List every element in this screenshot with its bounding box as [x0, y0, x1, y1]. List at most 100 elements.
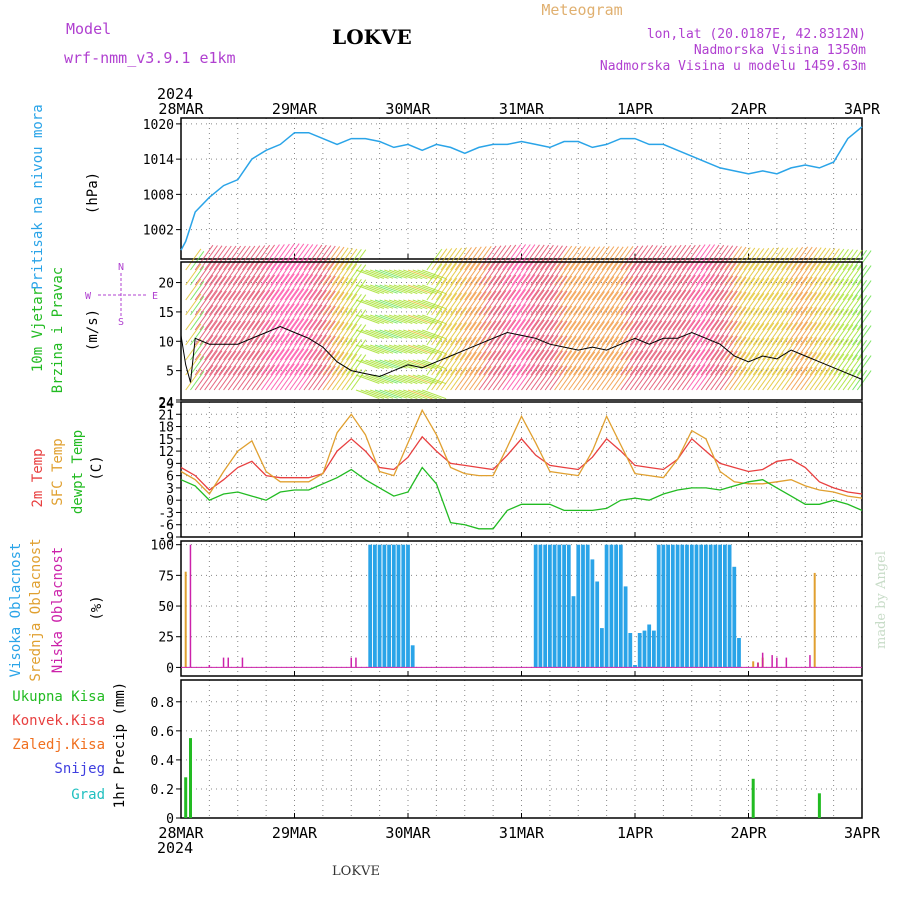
- temp-series-0: [180, 435, 863, 495]
- wind-barb: [483, 290, 502, 316]
- wind-barb: [265, 304, 285, 331]
- wind-barb: [379, 359, 403, 369]
- wind-barb: [554, 245, 573, 271]
- wind-barb: [369, 284, 394, 294]
- wind-barb: [852, 265, 868, 286]
- wind-barb: [398, 284, 423, 295]
- wind-barb: [502, 364, 522, 391]
- wind-barb: [379, 269, 403, 279]
- wind-barb: [355, 389, 380, 399]
- wind-barb: [403, 314, 428, 325]
- wind-barb: [634, 289, 654, 316]
- wind-barb: [781, 352, 799, 376]
- wind-barb: [469, 291, 487, 316]
- wind-barb: [610, 261, 629, 286]
- wind-barb: [710, 260, 729, 286]
- temp-ytick-label: 15: [158, 433, 174, 448]
- wind-barb: [346, 354, 362, 376]
- wind-barb: [837, 264, 854, 286]
- cloud-bar: [666, 544, 670, 668]
- wind-barb: [767, 292, 784, 316]
- cloud-bar: [406, 544, 410, 668]
- wind-barb: [213, 245, 232, 271]
- wind-series-label-2: Brzina i Pravac: [50, 267, 66, 393]
- wind-barb: [407, 269, 433, 280]
- pressure-unit-label: (hPa): [85, 172, 101, 214]
- wind-barb: [303, 364, 323, 391]
- wind-barb: [350, 294, 367, 316]
- wind-barb: [440, 337, 458, 361]
- wind-barb: [294, 289, 314, 316]
- watermark: made by Angel: [874, 551, 889, 649]
- wind-barb: [440, 262, 458, 286]
- wind-barb: [800, 262, 818, 286]
- wind-barb: [218, 365, 237, 391]
- wind-barb: [478, 245, 497, 271]
- top-time-axis: 28MAR 29MAR 30MAR 31MAR 1APR 2APR 3APR: [158, 100, 881, 118]
- wind-barb: [587, 261, 605, 286]
- wind-barb: [511, 259, 531, 286]
- wind-barb: [393, 314, 418, 325]
- wind-barb: [785, 366, 804, 391]
- wind-barb: [833, 264, 849, 286]
- wind-barb: [620, 260, 639, 286]
- wind-barb: [190, 296, 205, 316]
- wind-barb: [842, 279, 858, 301]
- wind-barb: [398, 344, 423, 355]
- wind-barb: [313, 305, 332, 331]
- time-label-top: 30MAR: [385, 100, 431, 118]
- wind-barb: [374, 389, 398, 399]
- wind-barb: [767, 277, 784, 301]
- wind-barb: [275, 303, 295, 331]
- wind-barb: [587, 351, 605, 376]
- wind-barb: [724, 246, 743, 271]
- wind-barb: [672, 334, 692, 361]
- precip-bar: [817, 793, 821, 818]
- wind-barb: [634, 319, 654, 346]
- wind-barb: [644, 260, 663, 286]
- cloud-bar: [538, 544, 543, 668]
- wind-barb: [199, 290, 218, 316]
- wind-barb: [208, 275, 227, 301]
- wind-barb: [185, 278, 202, 301]
- wind-barb: [662, 259, 682, 286]
- wind-barb: [658, 290, 677, 316]
- wind-barb: [852, 250, 868, 271]
- wind-barb: [795, 246, 813, 271]
- cloud-bar: [718, 544, 722, 668]
- wind-barb: [644, 245, 663, 271]
- wind-barb: [388, 359, 413, 369]
- wind-barb: [303, 289, 323, 316]
- wind-barb: [341, 368, 358, 391]
- wind-barb: [204, 320, 223, 346]
- wind-barb: [615, 276, 634, 301]
- wind-barb: [592, 276, 610, 301]
- wind-barb: [795, 351, 813, 376]
- cloud-bar: [732, 566, 737, 668]
- precip-ytick-label: 0.8: [151, 696, 174, 711]
- wind-barb: [256, 349, 276, 376]
- wind-barb: [582, 291, 601, 316]
- wind-barb: [856, 295, 872, 316]
- wind-barb: [317, 245, 336, 271]
- wind-barb: [275, 318, 295, 346]
- wind-barb: [331, 367, 349, 391]
- wind-barb: [369, 389, 394, 399]
- temp-ytick-label: 24: [158, 396, 174, 411]
- time-label-top: 2APR: [730, 100, 767, 118]
- wind-barb: [199, 320, 218, 346]
- wind-barb: [384, 344, 408, 354]
- wind-barb: [563, 276, 582, 301]
- wind-barb: [298, 244, 318, 271]
- wind-barb: [535, 289, 554, 316]
- wind-barb: [403, 329, 428, 340]
- wind-barb: [256, 244, 276, 271]
- wind-barb: [724, 261, 743, 286]
- wind-barb: [190, 341, 205, 361]
- legend-konvek-kisa: Konvek.Kisa: [12, 713, 105, 729]
- precip-panel: 0.8 0.6 0.4 0.2 0: [151, 679, 863, 827]
- wind-barb: [232, 275, 251, 301]
- wind-barb: [568, 276, 587, 301]
- bottom-time-axis: 28MAR 29MAR 30MAR 31MAR 1APR 2APR 3APR: [158, 824, 881, 842]
- wind-barb: [700, 259, 720, 286]
